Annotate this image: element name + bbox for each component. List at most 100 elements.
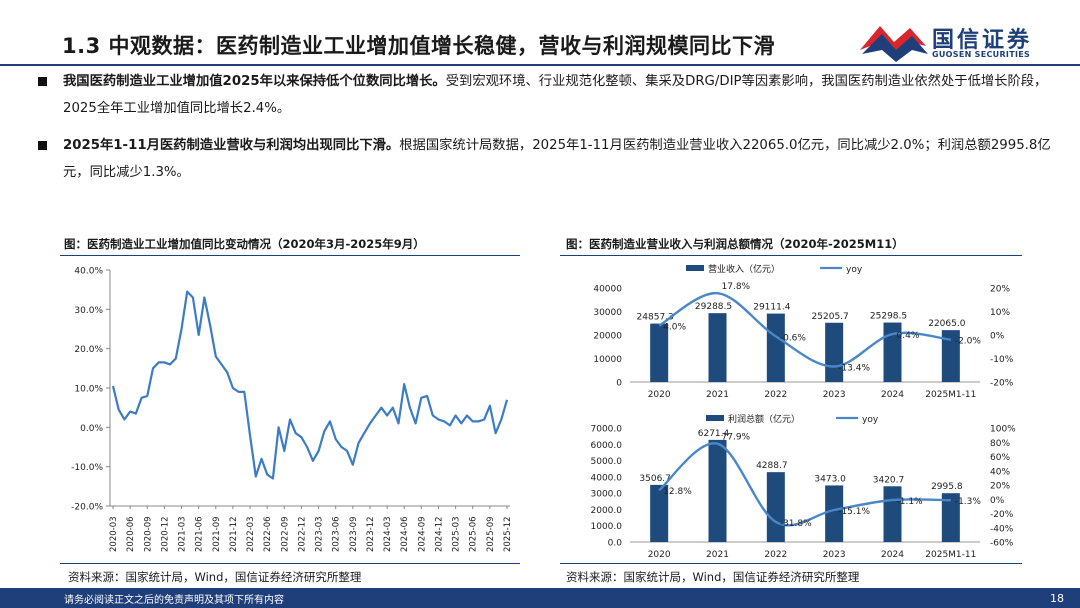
bar (941, 493, 960, 542)
yoy-value-label: 12.8% (663, 487, 692, 497)
yoy-value-label: -31.8% (780, 519, 812, 529)
bar (650, 323, 669, 382)
x-category-label: 2020 (648, 550, 671, 560)
y2-tick-label: 60% (990, 453, 1010, 463)
bullet-square-icon (38, 77, 47, 86)
left-figure-source: 资料来源：国家统计局，Wind，国信证券经济研究所整理 (68, 570, 362, 584)
yoy-value-label: 17.8% (722, 282, 751, 292)
yoy-value-label: 77.9% (722, 433, 751, 443)
x-tick-label: 2023-06 (332, 516, 342, 552)
bullet-item-1: 我国医药制造业工业增加值2025年以来保持低个位数同比增长。受到宏观环境、行业规… (38, 68, 1058, 122)
x-category-label: 2024 (881, 550, 904, 560)
y2-tick-label: -20% (990, 379, 1014, 389)
x-tick-label: 2022-03 (246, 516, 256, 552)
x-tick-label: 2022-09 (280, 516, 290, 552)
yoy-line (658, 442, 951, 527)
y2-tick-label: -20% (990, 510, 1014, 520)
footer-disclaimer: 请务必阅读正文之后的免责声明及其项下所有内容 (64, 595, 284, 606)
x-tick-label: 2021-06 (195, 516, 205, 552)
x-category-label: 2023 (823, 390, 846, 400)
x-tick-label: 2023-03 (315, 516, 325, 552)
legend-bar-swatch (686, 265, 704, 271)
yoy-value-label: 4.0% (663, 323, 686, 333)
yoy-value-label: -1.1% (897, 497, 924, 507)
x-tick-label: 2024-06 (400, 516, 410, 552)
bar (883, 322, 902, 382)
x-tick-label: 2020-12 (160, 516, 170, 552)
x-tick-label: 2020-09 (143, 516, 153, 552)
y-tick-label: 3000.0 (591, 490, 623, 500)
left-figure-rule (60, 255, 520, 256)
x-category-label: 2023 (823, 550, 846, 560)
legend-line-label: yoy (846, 265, 863, 275)
x-tick-label: 2021-03 (178, 516, 188, 552)
footer-bar: 请务必阅读正文之后的免责声明及其项下所有内容 18 (0, 588, 1080, 608)
y-tick-label: 10.0% (74, 385, 103, 395)
yoy-value-label: -0.6% (780, 333, 807, 343)
yoy-line-chart: -20.0% -10.0% 0.0% 10.0% 20.0% 30.0% 40.0% 2020… (71, 267, 513, 553)
x-tick-label: 2022-12 (297, 516, 307, 552)
x-category-label: 2025M1-11 (925, 390, 976, 400)
bar-value-label: 25205.7 (812, 312, 849, 322)
bar-value-label: 22065.0 (928, 319, 965, 329)
legend-bar-label: 利润总额（亿元） (728, 413, 800, 425)
revenue-combo-chart: 营业收入（亿元） yoy 0 10000 20000 30000 40000 -20% -10%… (593, 263, 1014, 400)
bullet-square-icon (38, 141, 47, 150)
y2-tick-label: -40% (990, 524, 1014, 534)
x-category-label: 2020 (648, 390, 671, 400)
right-figure-title: 图：医药制造业营业收入与利润总额情况（2020年-2025M11） (566, 237, 904, 251)
y2-tick-label: 80% (990, 439, 1010, 449)
bullet-item-2: 2025年1-11月医药制造业营收与利润均出现同比下滑。根据国家统计局数据，20… (38, 132, 1058, 186)
bar-value-label: 3473.0 (814, 474, 846, 484)
x-tick-label: 2023-09 (349, 516, 359, 552)
x-tick-label: 2024-03 (383, 516, 393, 552)
y-tick-label: -10.0% (71, 463, 103, 473)
y-tick-label: 1000.0 (591, 522, 623, 532)
logo-text-en: GUOSEN SECURITIES (932, 50, 1031, 59)
right-figure-source: 资料来源：国家统计局，Wind，国信证券经济研究所整理 (566, 570, 860, 584)
x-tick-label: 2025-12 (503, 516, 513, 552)
x-category-label: 2021 (706, 390, 729, 400)
y-tick-label: 6000.0 (591, 441, 623, 451)
bar-value-label: 2995.8 (931, 482, 963, 492)
y-tick-label: 30000 (593, 308, 622, 318)
x-tick-label: 2021-12 (229, 516, 239, 552)
bar (708, 313, 727, 382)
y-tick-label: 40000 (593, 285, 622, 295)
yoy-value-label: -2.0% (955, 337, 982, 347)
x-tick-label: 2020-03 (109, 516, 119, 552)
y-tick-label: 0.0% (80, 424, 103, 434)
y-tick-label: 30.0% (74, 306, 103, 316)
y-tick-label: 10000 (593, 355, 622, 365)
y2-tick-label: -60% (990, 539, 1014, 549)
bar-value-label: 24857.3 (637, 313, 674, 323)
x-tick-label: 2022-06 (263, 516, 273, 552)
y-tick-label: 7000.0 (591, 425, 623, 435)
bar (650, 484, 669, 542)
bullet-2-bold: 2025年1-11月医药制造业营收与利润均出现同比下滑。 (63, 138, 400, 153)
x-tick-label: 2021-09 (212, 516, 222, 552)
y2-tick-label: 20% (990, 285, 1010, 295)
bullet-1-text: 受到宏观环境、行业规范化整顿、集采及DRG/DIP等因素影响，我国医药制造业依然… (63, 74, 1048, 116)
y2-tick-label: -10% (990, 355, 1014, 365)
bar-value-label: 6271.4 (698, 429, 730, 439)
left-figure-bottom-rule (60, 563, 520, 564)
title-divider (0, 64, 1080, 66)
bar (708, 439, 727, 542)
legend-line-label: yoy (862, 415, 879, 425)
y2-tick-label: 0% (990, 496, 1005, 506)
logo-emblem-icon (860, 26, 928, 62)
page-title: 1.3 中观数据：医药制造业工业增加值增长稳健，营收与利润规模同比下滑 (62, 34, 776, 58)
y-tick-label: 0 (616, 379, 622, 389)
bar-value-label: 3420.7 (873, 475, 905, 485)
yoy-value-label: 0.4% (897, 331, 920, 341)
yoy-value-label: -15.1% (838, 507, 870, 517)
y-tick-label: 20.0% (74, 345, 103, 355)
bar (766, 472, 785, 542)
x-category-label: 2022 (764, 550, 787, 560)
y-tick-label: 4000.0 (591, 473, 623, 483)
x-tick-label: 2020-06 (126, 516, 136, 552)
bar (883, 486, 902, 542)
bar-value-label: 29111.4 (753, 303, 790, 313)
y-tick-label: 20000 (593, 332, 622, 342)
